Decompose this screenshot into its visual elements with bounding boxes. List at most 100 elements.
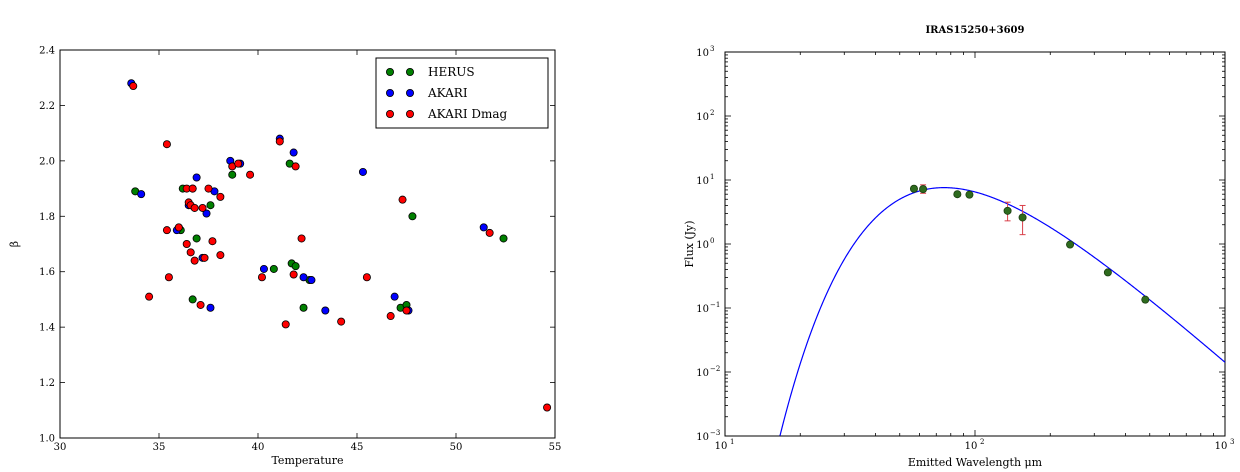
point-akari-dmag xyxy=(208,237,217,246)
point-herus xyxy=(228,170,237,179)
y-tick-label-exp: 0 xyxy=(710,237,714,245)
point-akari-dmag xyxy=(543,403,552,412)
point-akari-dmag xyxy=(145,292,154,301)
x-tick-label: 50 xyxy=(450,442,463,453)
y-tick-label-exp: −3 xyxy=(710,429,720,437)
point-akari xyxy=(289,148,298,157)
sed-point xyxy=(1141,295,1150,304)
x-tick-label-exp: 1 xyxy=(730,438,734,446)
point-akari-dmag xyxy=(234,159,243,168)
point-akari-dmag xyxy=(188,184,197,193)
point-akari-dmag xyxy=(362,273,371,282)
legend-marker-akari xyxy=(385,89,394,98)
legend-marker-herus xyxy=(405,68,414,77)
sed-point xyxy=(1066,240,1075,249)
y-tick-label: 10 xyxy=(696,432,709,443)
sed-x-ticks: 10 1 10 2 10 3 xyxy=(715,52,1234,452)
legend-marker-akari-dmag xyxy=(405,110,414,119)
legend-marker-herus xyxy=(385,68,394,77)
sed-point xyxy=(1103,268,1112,277)
x-tick-label: 55 xyxy=(549,442,562,453)
point-akari xyxy=(479,223,488,232)
point-akari xyxy=(206,303,215,312)
point-herus xyxy=(188,295,197,304)
point-akari-dmag xyxy=(174,223,183,232)
y-tick-label: 10 xyxy=(696,240,709,251)
sed-point xyxy=(965,190,974,199)
sed-point xyxy=(1003,206,1012,215)
y-tick-label: 1.6 xyxy=(39,267,55,278)
point-akari-dmag xyxy=(198,203,207,212)
point-akari-dmag xyxy=(216,251,225,260)
legend-label-akari-dmag: AKARI Dmag xyxy=(427,107,508,121)
legend-marker-akari-dmag xyxy=(385,110,394,119)
point-akari-dmag xyxy=(162,226,171,235)
y-tick-label-exp: −2 xyxy=(710,365,720,373)
sed-y-axis-title: Flux (Jy) xyxy=(683,220,696,267)
x-tick-label: 40 xyxy=(252,442,265,453)
point-akari-dmag xyxy=(164,273,173,282)
sed-model-curve xyxy=(779,187,1226,436)
point-akari-dmag xyxy=(129,82,138,91)
point-akari-dmag xyxy=(246,170,255,179)
y-tick-label: 10 xyxy=(696,368,709,379)
point-akari-dmag xyxy=(204,184,213,193)
legend-label-akari: AKARI xyxy=(427,86,468,100)
scatter-plot-frame xyxy=(59,49,556,439)
y-tick-label: 1.4 xyxy=(39,323,55,334)
y-tick-label: 2.4 xyxy=(39,46,55,57)
y-tick-label: 1.0 xyxy=(39,434,55,445)
scatter-chart: 30 35 40 45 50 55 1.0 1.2 1.4 1.6 1.8 2.0 2.2 2.4 Te… xyxy=(8,46,561,468)
point-herus xyxy=(206,201,215,210)
x-tick-label: 45 xyxy=(351,442,364,453)
scatter-y-ticks: 1.0 1.2 1.4 1.6 1.8 2.0 2.2 2.4 xyxy=(39,46,555,445)
x-tick-label-exp: 2 xyxy=(980,438,984,446)
legend-label-herus: HERUS xyxy=(428,65,475,79)
point-akari-dmag xyxy=(291,162,300,171)
point-akari-dmag xyxy=(289,270,298,279)
sed-x-axis-title: Emitted Wavelength μm xyxy=(908,456,1043,469)
point-akari xyxy=(307,276,316,285)
scatter-x-axis-title: Temperature xyxy=(271,454,343,467)
point-akari-dmag xyxy=(200,253,209,262)
y-tick-label: 2.0 xyxy=(39,156,55,167)
y-tick-label: 10 xyxy=(696,304,709,315)
sed-plot-frame xyxy=(724,51,1226,437)
point-akari-dmag xyxy=(337,317,346,326)
y-tick-label: 10 xyxy=(696,112,709,123)
point-akari-dmag xyxy=(190,256,199,265)
x-tick-label: 10 xyxy=(1215,441,1228,452)
point-herus xyxy=(499,234,508,243)
point-akari-dmag xyxy=(386,312,395,321)
y-tick-label: 2.2 xyxy=(39,101,55,112)
legend-box xyxy=(375,57,549,129)
point-akari xyxy=(390,292,399,301)
point-akari-dmag xyxy=(257,273,266,282)
y-tick-label: 1.2 xyxy=(39,378,55,389)
point-akari-dmag xyxy=(162,140,171,149)
point-akari xyxy=(192,173,201,182)
point-herus xyxy=(269,264,278,273)
y-tick-label-exp: 3 xyxy=(710,45,714,53)
point-akari xyxy=(202,209,211,218)
sed-point xyxy=(1018,213,1027,222)
y-tick-label-exp: −1 xyxy=(710,301,720,309)
x-tick-label: 10 xyxy=(965,441,978,452)
point-akari xyxy=(259,264,268,273)
scatter-legend: HERUS AKARI AKARI Dmag xyxy=(375,57,549,129)
point-akari-dmag xyxy=(196,300,205,309)
point-akari xyxy=(358,167,367,176)
x-tick-label: 35 xyxy=(153,442,166,453)
x-tick-label: 30 xyxy=(54,442,67,453)
point-herus xyxy=(299,303,308,312)
sed-point xyxy=(909,184,918,193)
point-herus xyxy=(408,212,417,221)
point-akari-dmag xyxy=(297,234,306,243)
y-tick-label-exp: 1 xyxy=(710,173,714,181)
sed-point xyxy=(953,190,962,199)
scatter-x-ticks: 30 35 40 45 50 55 xyxy=(54,50,562,453)
